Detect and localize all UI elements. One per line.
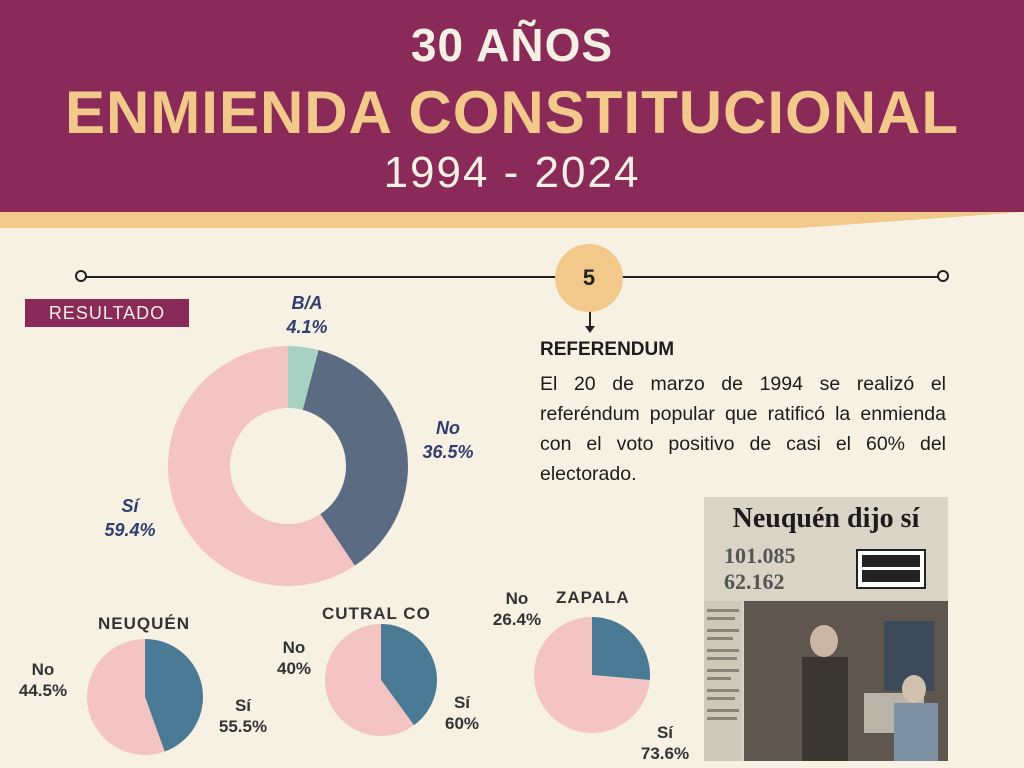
timeline-line xyxy=(80,276,944,278)
neuquen-title: NEUQUÉN xyxy=(98,614,191,633)
cutralco-slice-s xyxy=(325,624,414,736)
arrow-down-icon xyxy=(589,312,591,328)
timeline-step-badge: 5 xyxy=(555,244,623,312)
newspaper-text-lines-icon xyxy=(707,609,739,720)
main-label-no-name: No xyxy=(436,418,460,438)
header-title-range: 1994 - 2024 xyxy=(383,148,641,197)
header-title-main: ENMIENDA CONSTITUCIONAL xyxy=(64,79,960,146)
timeline-start-dot xyxy=(75,270,87,282)
main-label-ba: B/A 4.1% xyxy=(270,291,344,339)
header-accent-band xyxy=(0,212,1024,228)
main-label-si-name: Sí xyxy=(121,496,139,516)
cutralco-label-no-value: 40% xyxy=(276,659,312,678)
neuquen-label-si: Sí 55.5% xyxy=(208,695,278,737)
cutralco-title: CUTRAL CO xyxy=(322,604,431,623)
main-label-no: No 36.5% xyxy=(410,416,486,464)
zapala-title: ZAPALA xyxy=(556,588,630,607)
zapala-label-no-value: 26.4% xyxy=(492,610,542,629)
zapala-label-no-name: No xyxy=(505,589,529,608)
zapala-label-si-name: Sí xyxy=(656,723,674,742)
newspaper-clipping: Neuquén dijo sí 101.085 62.162 xyxy=(704,497,948,761)
cutralco-label-si: Sí 60% xyxy=(432,692,492,734)
newspaper-logo-icon xyxy=(862,555,920,582)
main-label-ba-name: B/A xyxy=(291,293,323,313)
zapala-slice-s xyxy=(534,617,650,733)
newspaper-number-1: 101.085 xyxy=(724,543,796,568)
newspaper-text-column xyxy=(704,601,742,761)
newspaper-headline: Neuquén dijo sí xyxy=(732,503,920,534)
zapala-label-no: No 26.4% xyxy=(484,588,550,630)
newspaper-number-2: 62.162 xyxy=(724,569,785,594)
header-title-years: 30 AÑOS xyxy=(410,19,614,71)
referendum-title: REFERENDUM xyxy=(540,339,675,360)
cutralco-label-no: No 40% xyxy=(264,637,324,679)
header-banner xyxy=(0,0,1024,212)
cutralco-label-si-name: Sí xyxy=(453,693,471,712)
main-label-ba-value: 4.1% xyxy=(286,317,328,337)
newspaper-photo xyxy=(744,601,948,761)
main-slice-s xyxy=(168,346,355,586)
cutralco-label-no-name: No xyxy=(282,638,306,657)
main-label-si: Sí 59.4% xyxy=(90,494,170,542)
arrow-head-icon xyxy=(585,326,595,333)
voting-scene-icon xyxy=(744,601,948,761)
neuquen-slice-s xyxy=(87,639,165,755)
cutralco-label-si-value: 60% xyxy=(444,714,480,733)
neuquen-label-no: No 44.5% xyxy=(8,659,78,701)
newspaper-logo-image xyxy=(856,549,926,589)
neuquen-label-no-value: 44.5% xyxy=(18,681,68,700)
zapala-label-si: Sí 73.6% xyxy=(632,722,698,764)
timeline-end-dot xyxy=(937,270,949,282)
main-label-no-value: 36.5% xyxy=(422,442,474,462)
main-slice-ba xyxy=(288,346,319,410)
result-tag: RESULTADO xyxy=(25,299,189,327)
main-label-si-value: 59.4% xyxy=(104,520,156,540)
cutralco-slice-no xyxy=(381,624,438,726)
neuquen-slice-no xyxy=(145,639,203,752)
zapala-slice-no xyxy=(592,617,650,681)
main-slice-no xyxy=(302,349,409,566)
neuquen-label-si-value: 55.5% xyxy=(218,717,268,736)
neuquen-label-si-name: Sí xyxy=(234,696,252,715)
neuquen-label-no-name: No xyxy=(31,660,55,679)
zapala-label-si-value: 73.6% xyxy=(640,744,690,763)
referendum-text: El 20 de marzo de 1994 se realizó el ref… xyxy=(540,373,946,485)
